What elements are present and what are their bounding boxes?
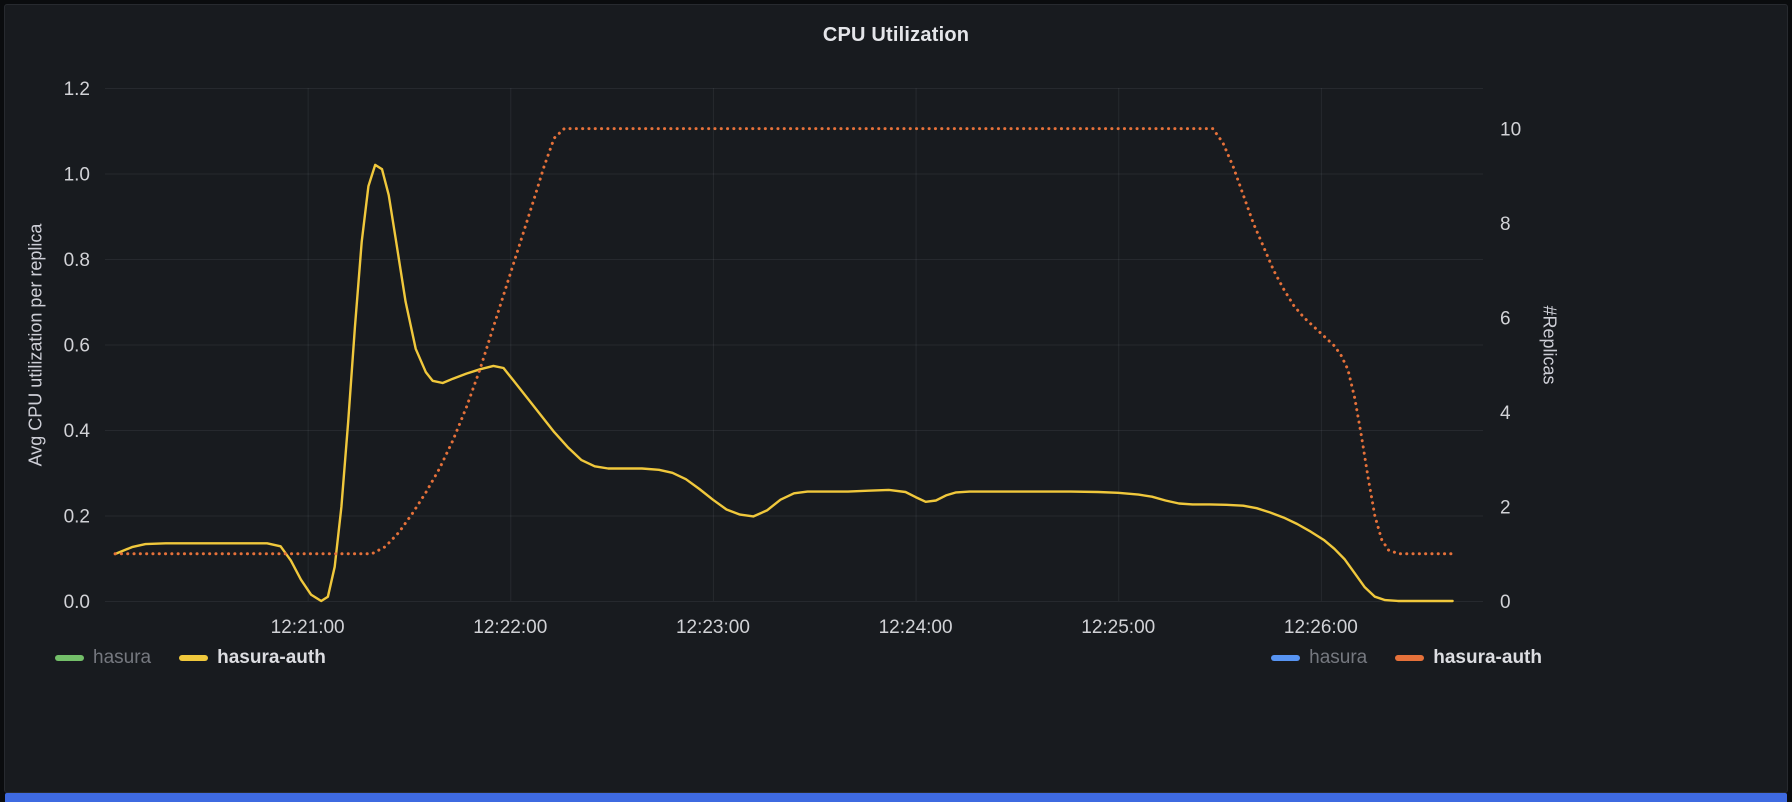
legend-label: hasura-auth — [217, 647, 326, 668]
legend-swatch — [1395, 655, 1425, 661]
legend-label: hasura — [93, 647, 152, 668]
legend-swatch — [179, 655, 209, 661]
legend-item-hasura[interactable]: hasura — [55, 647, 151, 669]
x-axis-tick: 12:23:00 — [676, 617, 750, 638]
y-axis-tick-right: 2 — [1500, 498, 1511, 519]
legend: hasura hasura-auth hasura hasura-auth — [55, 644, 1542, 672]
y-axis-tick-left: 0.6 — [64, 336, 90, 357]
y-axis-tick-left: 0.4 — [64, 421, 91, 442]
panel-title: CPU Utilization — [822, 24, 970, 46]
y-axis-tick-right: 0 — [1500, 592, 1511, 613]
legend-label: hasura-auth — [1433, 647, 1542, 668]
x-axis-tick: 12:26:00 — [1284, 617, 1358, 638]
legend-item-hasura[interactable]: hasura — [1271, 647, 1367, 669]
y-axis-tick-left: 1.2 — [64, 79, 90, 100]
y-axis-tick-right: 8 — [1500, 214, 1511, 235]
x-axis-tick: 12:22:00 — [473, 617, 547, 638]
cpu-utilization-panel — [4, 4, 1788, 793]
y-axis-tick-left: 0.8 — [64, 250, 90, 271]
y-axis-tick-left: 1.0 — [64, 165, 90, 186]
x-axis-tick: 12:21:00 — [271, 617, 345, 638]
legend-group-left: hasura hasura-auth — [55, 647, 326, 669]
y-axis-tick-right: 6 — [1500, 309, 1511, 330]
y-axis-tick-left: 0.0 — [64, 592, 90, 613]
legend-item-hasura-auth[interactable]: hasura-auth — [1395, 647, 1542, 669]
legend-swatch — [55, 655, 84, 661]
x-axis-tick: 12:25:00 — [1081, 617, 1155, 638]
bottom-accent-bar — [5, 793, 1787, 802]
series-line-hasura-auth-replicas — [113, 127, 1455, 556]
legend-swatch — [1271, 655, 1301, 661]
legend-group-right: hasura hasura-auth — [1271, 647, 1542, 669]
x-axis-tick: 12:24:00 — [879, 617, 953, 638]
y-axis-tick-right: 10 — [1500, 120, 1521, 141]
series-line-hasura-auth-cpu — [113, 163, 1454, 603]
legend-label: hasura — [1309, 647, 1368, 668]
y-axis-tick-left: 0.2 — [64, 507, 90, 528]
legend-item-hasura-auth[interactable]: hasura-auth — [179, 647, 326, 669]
y-axis-tick-right: 4 — [1500, 403, 1511, 424]
